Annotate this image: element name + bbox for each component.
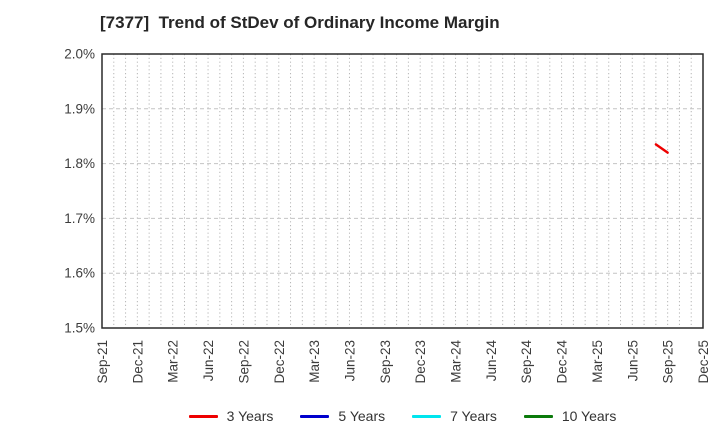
x-tick-label: Dec-21 <box>130 340 145 384</box>
x-tick-label: Sep-24 <box>519 340 534 384</box>
legend-line-swatch-blue <box>300 414 330 418</box>
x-tick-label: Mar-22 <box>166 340 181 383</box>
series-line-3-years <box>654 143 669 154</box>
x-tick-label: Mar-23 <box>307 340 322 383</box>
x-tick-label: Jun-25 <box>625 340 640 381</box>
x-tick-label: Mar-25 <box>590 340 605 383</box>
legend-label: 3 Years <box>226 408 274 424</box>
legend-item-5-years: 5 Years <box>300 408 385 424</box>
y-tick-label: 1.9% <box>64 101 95 116</box>
plot-border <box>101 53 704 329</box>
x-tick-label: Sep-23 <box>378 340 393 384</box>
x-tick-label: Sep-22 <box>236 340 251 384</box>
x-tick-label: Sep-21 <box>95 340 110 384</box>
x-tick-label: Jun-24 <box>484 340 499 382</box>
legend-item-10-years: 10 Years <box>523 408 617 424</box>
y-tick-label: 1.5% <box>64 321 95 336</box>
y-tick-label: 2.0% <box>64 47 95 62</box>
x-tick-label: Mar-24 <box>449 340 464 383</box>
chart-legend: 3 Years 5 Years 7 Years 10 Years <box>102 403 703 429</box>
x-tick-label: Jun-22 <box>201 340 216 381</box>
x-tick-label: Jun-23 <box>342 340 357 381</box>
x-tick-label: Sep-25 <box>661 340 676 384</box>
legend-line-swatch-cyan <box>412 414 442 418</box>
legend-line-swatch-green <box>523 414 553 418</box>
y-tick-label: 1.6% <box>64 266 95 281</box>
x-tick-label: Dec-24 <box>555 340 570 384</box>
chart-title: [7377] Trend of StDev of Ordinary Income… <box>100 13 500 32</box>
legend-item-3-years: 3 Years <box>188 408 274 424</box>
x-tick-label: Dec-25 <box>696 340 711 384</box>
y-tick-label: 1.8% <box>64 156 95 171</box>
y-tick-label: 1.7% <box>64 211 95 226</box>
legend-line-swatch-red <box>188 414 218 418</box>
legend-label: 10 Years <box>561 408 617 424</box>
x-tick-label: Dec-23 <box>413 340 428 384</box>
legend-item-7-years: 7 Years <box>412 408 497 424</box>
legend-label: 5 Years <box>338 408 386 424</box>
legend-label: 7 Years <box>450 408 497 424</box>
x-tick-label: Dec-22 <box>272 340 287 384</box>
